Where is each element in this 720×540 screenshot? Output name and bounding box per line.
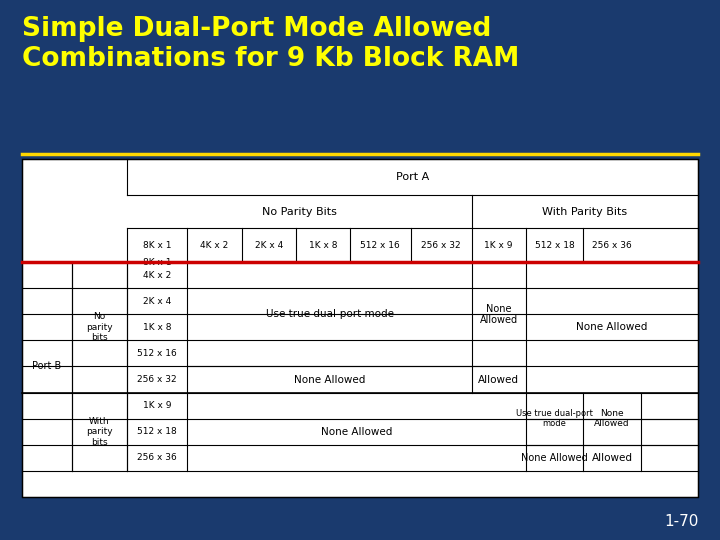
Text: 1K x 8: 1K x 8 — [143, 323, 171, 332]
Text: 256 x 32: 256 x 32 — [421, 241, 461, 250]
Text: Use true dual-port
mode: Use true dual-port mode — [516, 409, 593, 428]
Text: No
parity
bits: No parity bits — [86, 313, 113, 342]
Text: 4K x 2: 4K x 2 — [200, 241, 229, 250]
Text: None Allowed: None Allowed — [521, 453, 588, 463]
FancyBboxPatch shape — [22, 159, 698, 497]
Text: 256 x 36: 256 x 36 — [593, 241, 632, 250]
Text: 8K x 1: 8K x 1 — [143, 241, 171, 250]
Text: None Allowed: None Allowed — [294, 375, 365, 384]
Text: No Parity Bits: No Parity Bits — [261, 207, 336, 217]
Text: 1-70: 1-70 — [664, 514, 698, 529]
Text: 256 x 32: 256 x 32 — [137, 375, 177, 384]
Text: None Allowed: None Allowed — [321, 427, 392, 437]
Text: None
Allowed: None Allowed — [594, 409, 630, 428]
Text: 2K x 4: 2K x 4 — [143, 297, 171, 306]
Text: 512 x 16: 512 x 16 — [137, 349, 177, 358]
Text: 1K x 9: 1K x 9 — [485, 241, 513, 250]
Text: Port A: Port A — [396, 172, 429, 182]
Text: None Allowed: None Allowed — [577, 322, 648, 333]
Text: Port B: Port B — [32, 361, 62, 372]
Text: With
parity
bits: With parity bits — [86, 417, 113, 447]
Text: 256 x 36: 256 x 36 — [137, 453, 177, 462]
Text: 1K x 9: 1K x 9 — [143, 401, 171, 410]
Text: 1K x 8: 1K x 8 — [309, 241, 337, 250]
Text: Use true dual-port mode: Use true dual-port mode — [266, 309, 394, 319]
Text: 2K x 4: 2K x 4 — [254, 241, 283, 250]
Text: 512 x 18: 512 x 18 — [535, 241, 575, 250]
Text: 512 x 18: 512 x 18 — [137, 427, 177, 436]
Text: Allowed: Allowed — [592, 453, 633, 463]
Text: Simple Dual-Port Mode Allowed
Combinations for 9 Kb Block RAM: Simple Dual-Port Mode Allowed Combinatio… — [22, 16, 519, 72]
Text: With Parity Bits: With Parity Bits — [542, 207, 628, 217]
Text: 8K x 1: 8K x 1 — [143, 258, 171, 267]
Text: Allowed: Allowed — [478, 375, 519, 384]
Text: 512 x 16: 512 x 16 — [361, 241, 400, 250]
Text: 4K x 2: 4K x 2 — [143, 271, 171, 280]
Text: None
Allowed: None Allowed — [480, 303, 518, 325]
